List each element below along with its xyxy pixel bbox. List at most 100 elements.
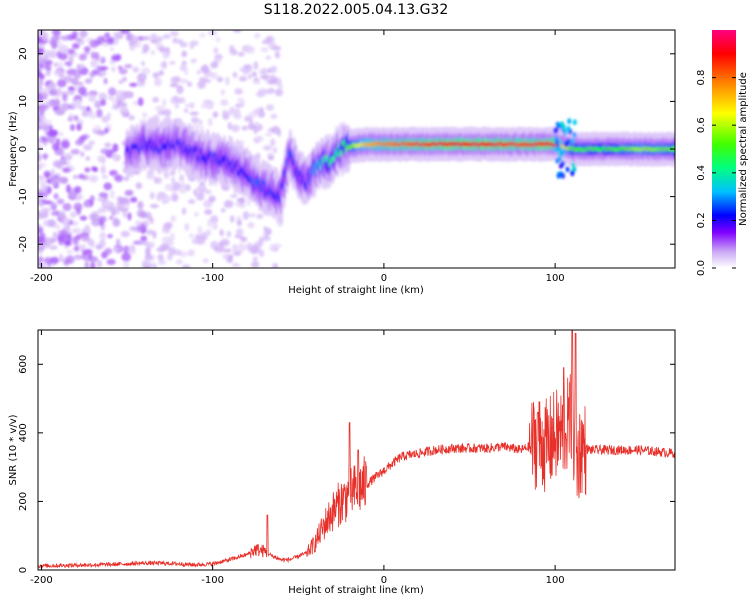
heatmap-cell <box>247 221 255 229</box>
heatmap-cell <box>218 245 225 253</box>
colorbar-tick-label: 0.8 <box>696 70 707 86</box>
heatmap-cell <box>258 238 264 247</box>
heatmap-cell <box>555 139 560 146</box>
heatmap-cell <box>209 72 218 80</box>
heatmap-cell <box>265 132 273 137</box>
snr-y-tick-label: 600 <box>18 355 29 374</box>
heatmap-cell <box>38 141 42 147</box>
heatmap-cell <box>220 207 226 213</box>
snr-y-axis-label: SNR (10 * v/v) <box>8 414 19 485</box>
heatmap-cell <box>271 125 281 134</box>
heatmap-cell <box>97 197 107 202</box>
heatmap-cell <box>38 152 41 162</box>
heatmap-cell <box>277 83 283 89</box>
heatmap-cell <box>170 215 177 223</box>
heatmap-cell <box>98 215 107 223</box>
heatmap-cell <box>64 240 72 247</box>
heatmap-cell <box>183 264 189 268</box>
heatmap-cell <box>149 191 155 200</box>
heatmap-cell <box>118 79 124 85</box>
heatmap-cell <box>567 118 572 125</box>
heatmap-cell <box>241 125 248 131</box>
heatmap-cell <box>196 192 205 201</box>
heatmap-cell <box>111 54 120 62</box>
heatmap-y-axis-label: Frequency (Hz) <box>8 111 19 187</box>
heatmap-cell <box>62 217 71 226</box>
heatmap-cell <box>58 253 63 263</box>
heatmap-cell <box>53 193 59 200</box>
heatmap-cell <box>79 215 88 221</box>
heatmap-cell <box>106 258 116 265</box>
heatmap-cell <box>71 220 79 227</box>
heatmap-cell <box>129 226 139 232</box>
heatmap-cell <box>103 77 108 85</box>
heatmap-cell <box>137 97 144 107</box>
heatmap-cell <box>162 34 171 40</box>
heatmap-cell <box>92 167 99 173</box>
heatmap-cell <box>256 135 264 142</box>
heatmap-cell <box>204 209 213 215</box>
heatmap-cell <box>137 35 145 41</box>
heatmap-cell <box>38 78 44 88</box>
heatmap-cell <box>190 58 198 64</box>
heatmap-cell <box>99 71 107 76</box>
heatmap-cell <box>189 43 194 50</box>
heatmap-cell <box>62 93 68 102</box>
heatmap-cell <box>149 204 159 209</box>
heatmap-cell <box>50 211 57 217</box>
heatmap-cell <box>104 142 112 148</box>
heatmap-cell <box>60 35 71 41</box>
heatmap-cell <box>272 262 279 268</box>
heatmap-cell <box>151 97 160 103</box>
heatmap-cell <box>263 226 269 232</box>
heatmap-cell <box>62 160 67 165</box>
heatmap-cell <box>120 230 131 238</box>
heatmap-cell <box>43 219 49 227</box>
heatmap-cell <box>65 184 71 194</box>
heatmap-cell <box>197 80 206 89</box>
heatmap-cell <box>181 60 187 65</box>
heatmap-cell <box>114 174 124 183</box>
heatmap-cell <box>65 255 75 265</box>
heatmap-cell <box>272 147 278 154</box>
heatmap-cell <box>259 106 264 113</box>
heatmap-cell <box>77 86 87 95</box>
heatmap-cell <box>234 88 243 95</box>
heatmap-cell <box>128 114 135 121</box>
heatmap-y-ticks: -20 -10 0 10 20 <box>18 47 675 252</box>
heatmap-cell <box>71 227 82 234</box>
heatmap-cell <box>179 41 188 48</box>
heatmap-cell <box>70 123 76 131</box>
heatmap-cell <box>146 241 155 249</box>
heatmap-cell <box>101 42 110 47</box>
heatmap-cell <box>205 229 212 237</box>
heatmap-cell <box>164 183 174 191</box>
snr-x-tick-label: -200 <box>30 575 53 586</box>
snr-x-tick-label: -100 <box>201 575 224 586</box>
heatmap-cell <box>176 85 184 95</box>
heatmap-cell <box>165 112 171 118</box>
heatmap-cell <box>193 188 198 196</box>
heatmap-cell <box>264 88 275 95</box>
heatmap-cell <box>174 104 179 109</box>
heatmap-cell <box>164 221 173 229</box>
heatmap-cell <box>265 55 271 60</box>
heatmap-cell <box>111 104 120 111</box>
heatmap-cell <box>88 213 98 221</box>
heatmap-cell <box>100 98 107 107</box>
heatmap-cell <box>43 153 48 161</box>
heatmap-cell <box>77 64 84 71</box>
heatmap-cell <box>45 71 51 77</box>
heatmap-cell <box>89 71 96 77</box>
heatmap-cell <box>96 108 103 118</box>
heatmap-cell <box>256 213 264 219</box>
heatmap-cell <box>42 49 53 55</box>
heatmap-cell <box>169 60 176 65</box>
heatmap-cell <box>47 129 58 137</box>
heatmap-cell <box>231 262 240 268</box>
heatmap-cell <box>558 155 563 162</box>
heatmap-cell <box>157 110 166 116</box>
heatmap-cell <box>84 224 91 234</box>
heatmap-cell <box>226 230 232 238</box>
heatmap-cell <box>88 113 98 119</box>
